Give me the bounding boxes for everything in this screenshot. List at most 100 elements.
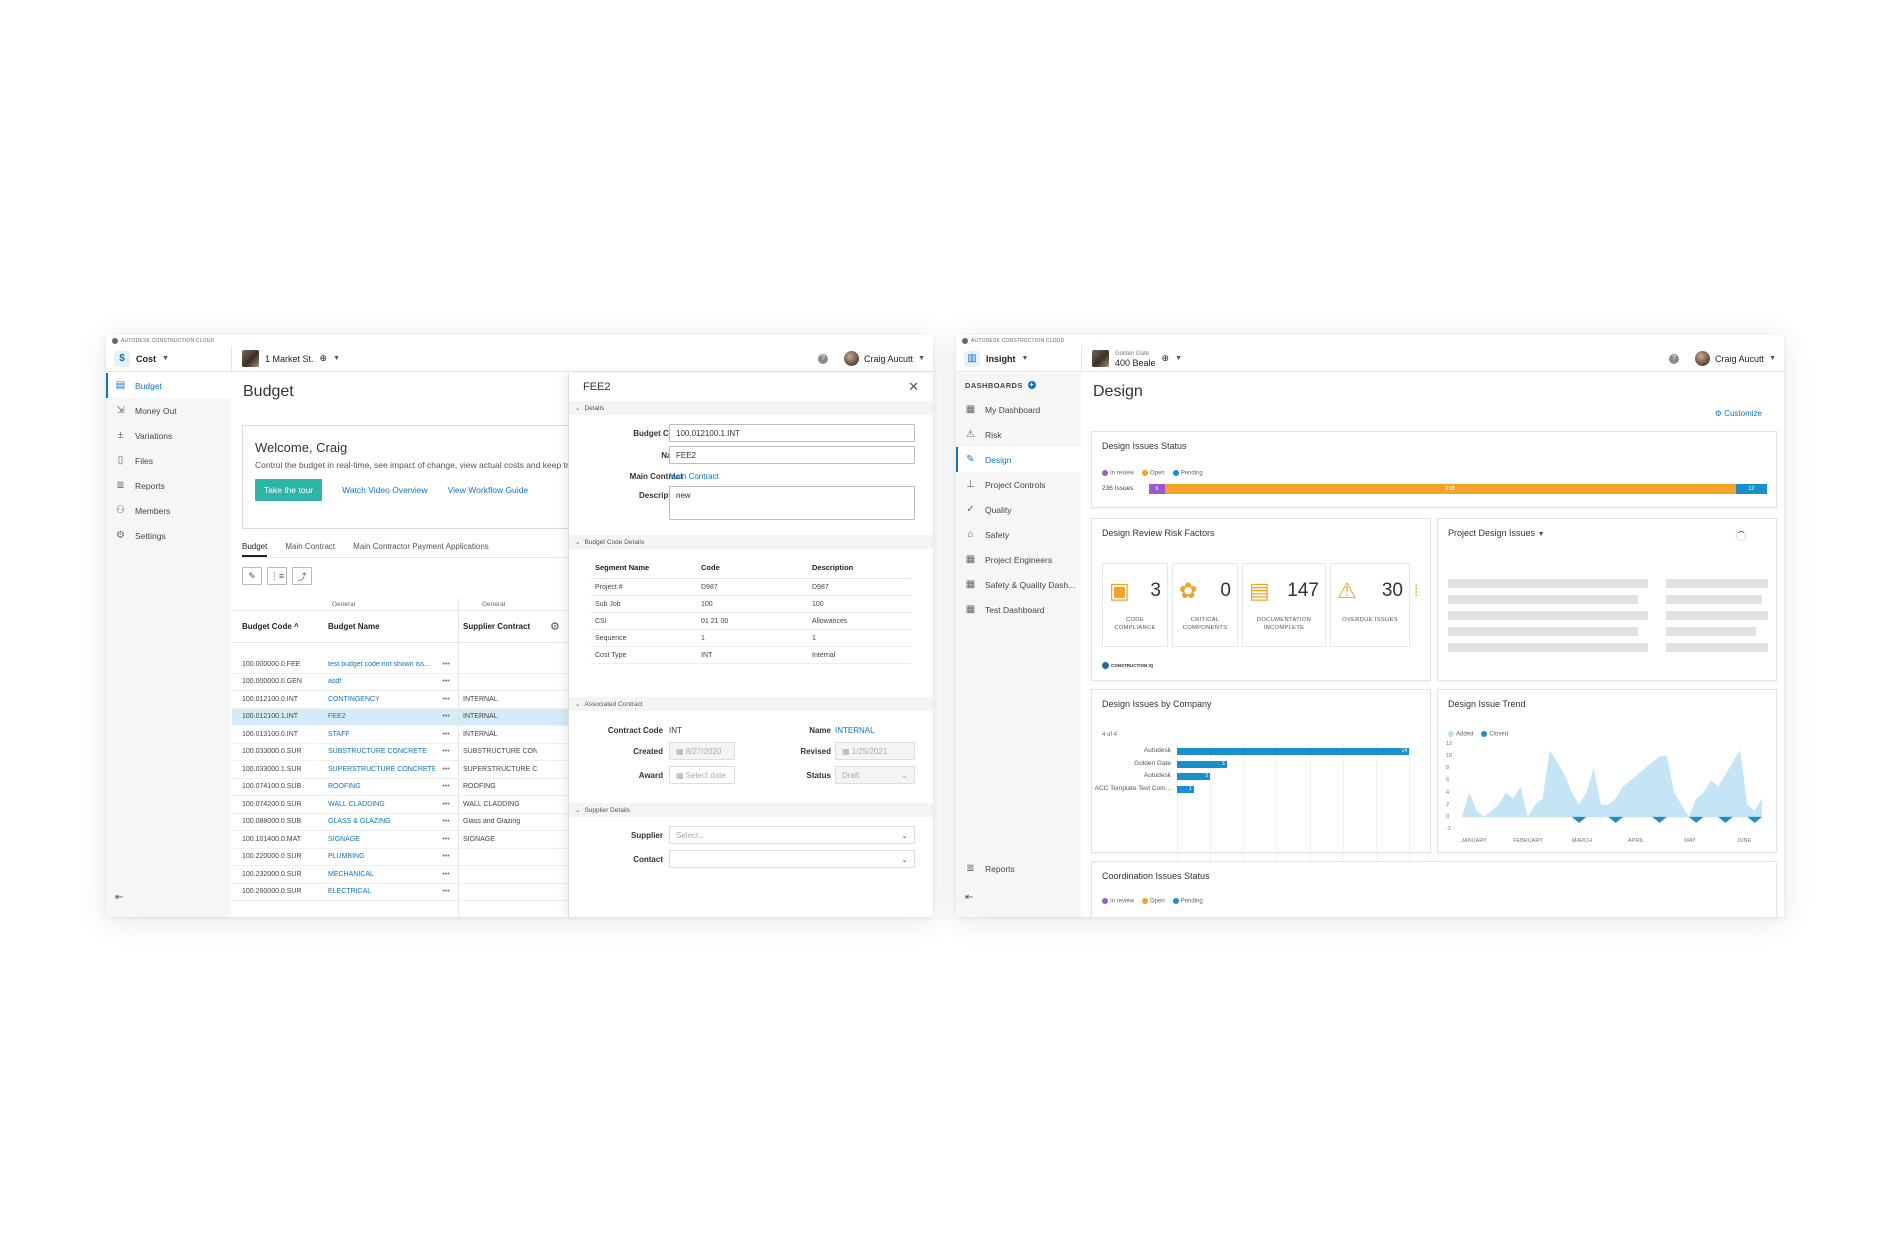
- sidebar-item-quality[interactable]: ✓ Quality: [966, 504, 1012, 515]
- app-switcher[interactable]: ▥ Insight ▼: [956, 346, 1081, 371]
- row-menu-icon[interactable]: •••: [442, 800, 450, 808]
- sidebar-item-money-out[interactable]: ⇲ Money Out: [116, 405, 177, 416]
- status-segment-open[interactable]: 218: [1164, 484, 1736, 494]
- table-row[interactable]: 100.013100.0.INT STAFF ••• INTERNAL: [232, 726, 572, 744]
- tab-main-contract[interactable]: Main Contract: [285, 542, 336, 551]
- budget-name-link[interactable]: SUPERSTRUCTURE CONCRETE: [328, 765, 435, 773]
- table-row[interactable]: 100.000000.0.FEE test budget code not sho…: [232, 656, 572, 674]
- card-title[interactable]: Project Design Issues ▼: [1448, 528, 1545, 538]
- status-select[interactable]: Draft ⌄: [835, 766, 915, 784]
- table-row[interactable]: 100.232000.0.SUR MECHANICAL •••: [232, 866, 572, 884]
- collapse-sidebar-icon[interactable]: ⇤: [115, 892, 124, 903]
- description-field[interactable]: new: [669, 486, 915, 520]
- award-date-field[interactable]: ▦ Select date: [669, 766, 735, 784]
- watch-video-link[interactable]: Watch Video Overview: [342, 485, 428, 495]
- company-bar[interactable]: 14: [1177, 748, 1409, 755]
- status-segment-pending[interactable]: 12: [1735, 484, 1767, 494]
- project-selector[interactable]: 1 Market St. ⊕ ▼: [231, 346, 340, 371]
- contract-name-link[interactable]: INTERNAL: [835, 726, 875, 735]
- budget-name-link[interactable]: STAFF: [328, 730, 350, 738]
- status-segment-in-review[interactable]: 6: [1149, 484, 1165, 494]
- sidebar-item-files[interactable]: ▯ Files: [106, 448, 231, 473]
- add-dashboard-icon[interactable]: +: [1027, 381, 1036, 389]
- budget-name-link[interactable]: ROOFING: [328, 783, 361, 791]
- table-row[interactable]: 100.033000.1.SUR SUPERSTRUCTURE CONCRETE •…: [232, 761, 572, 779]
- table-row[interactable]: 100.074200.0.SUR WALL CLADDING ••• WALL CLA…: [232, 796, 572, 814]
- company-bar[interactable]: 1: [1177, 785, 1194, 793]
- table-row[interactable]: 100.088000.0.SUB GLASS & GLAZING ••• Glass …: [232, 814, 572, 831]
- budget-code-field[interactable]: 100.012100.1.INT: [669, 424, 915, 442]
- user-menu[interactable]: Craig Aucutt ▼: [1695, 351, 1784, 366]
- row-menu-icon[interactable]: •••: [442, 678, 450, 686]
- budget-name-link[interactable]: CONTINGENCY: [328, 695, 380, 703]
- sidebar-item-safety-quality[interactable]: ▦ Safety & Quality Dash...: [965, 579, 1076, 590]
- tab-payment-applications[interactable]: Main Contractor Payment Applications: [353, 542, 489, 551]
- budget-name-link[interactable]: SUBSTRUCTURE CONCRETE: [328, 748, 427, 756]
- col-budget-code[interactable]: Budget Code ^: [242, 622, 299, 631]
- sidebar-item-test-dashboard[interactable]: ▦ Test Dashboard: [965, 604, 1045, 615]
- sidebar-item-reports[interactable]: ≣ Reports: [116, 480, 165, 491]
- row-menu-icon[interactable]: •••: [442, 783, 450, 791]
- row-menu-icon[interactable]: •••: [442, 713, 450, 721]
- sidebar-item-budget[interactable]: ▤ Budget: [106, 373, 231, 398]
- sidebar-item-my-dashboard[interactable]: ▦ My Dashboard: [965, 404, 1041, 415]
- edit-icon[interactable]: ✎: [242, 567, 262, 585]
- app-switcher[interactable]: $ Cost ▼: [106, 346, 231, 371]
- section-budget-code-details[interactable]: ⌄ Budget Code Details: [569, 535, 933, 549]
- name-field[interactable]: FEE2: [669, 446, 915, 464]
- table-row[interactable]: 100.101400.0.MAT SIGNAGE ••• SIGNAGE: [232, 831, 572, 849]
- main-contract-link[interactable]: Main Contract: [669, 472, 719, 481]
- col-supplier-contract[interactable]: Supplier Contract: [463, 622, 531, 631]
- added-area[interactable]: [1462, 750, 1762, 817]
- budget-name-link[interactable]: PLUMBING: [328, 853, 365, 861]
- budget-name-link[interactable]: asdf: [328, 678, 342, 686]
- budget-name-link[interactable]: WALL CLADDING: [328, 800, 385, 808]
- row-menu-icon[interactable]: •••: [442, 660, 450, 668]
- col-budget-name[interactable]: Budget Name: [328, 622, 380, 631]
- table-row[interactable]: 100.260000.0.SUR ELECTRICAL •••: [232, 884, 572, 901]
- table-row[interactable]: 100.033000.0.SUR SUBSTRUCTURE CONCRETE •••…: [232, 744, 572, 761]
- budget-name-link[interactable]: MECHANICAL: [328, 870, 374, 878]
- sidebar-item-reports[interactable]: ≣ Reports: [966, 863, 1015, 874]
- section-details[interactable]: ⌄ Details: [569, 401, 933, 415]
- sidebar-item-design[interactable]: ✎ Design: [956, 447, 1081, 472]
- next-tile-icon[interactable]: ⁞: [1414, 583, 1419, 600]
- budget-name-link[interactable]: ELECTRICAL: [328, 888, 372, 896]
- row-menu-icon[interactable]: •••: [442, 730, 450, 738]
- sidebar-item-safety[interactable]: ⌂ Safety: [956, 522, 1081, 547]
- budget-name-link[interactable]: GLASS & GLAZING: [328, 818, 391, 826]
- gear-icon[interactable]: ⚙: [550, 621, 560, 633]
- tab-budget[interactable]: Budget: [242, 542, 268, 557]
- risk-tile-overdue[interactable]: ⚠ 30 OVERDUE ISSUES: [1330, 563, 1410, 647]
- contact-select[interactable]: ⌄: [669, 850, 915, 868]
- row-menu-icon[interactable]: •••: [442, 870, 450, 878]
- company-bar[interactable]: 3: [1177, 760, 1227, 768]
- row-menu-icon[interactable]: •••: [442, 765, 450, 773]
- table-row[interactable]: 100.074100.0.SUB ROOFING ••• ROOFING: [232, 779, 572, 796]
- table-row[interactable]: 100.012100.0.INT CONTINGENCY ••• INTERNAL: [232, 691, 572, 709]
- company-bar[interactable]: 2: [1177, 773, 1211, 780]
- row-menu-icon[interactable]: •••: [442, 835, 450, 843]
- table-row[interactable]: 100.220000.0.SUR PLUMBING •••: [232, 849, 572, 866]
- table-row[interactable]: 100.012100.1.INT FEE2 ••• INTERNAL: [232, 708, 572, 726]
- help-icon[interactable]: ?: [818, 353, 829, 364]
- sidebar-item-members[interactable]: ⚇ Members: [116, 505, 171, 516]
- supplier-select[interactable]: Select... ⌄: [669, 826, 915, 844]
- take-tour-button[interactable]: Take the tour: [255, 479, 323, 501]
- sidebar-item-project-controls[interactable]: ⊥ Project Controls: [966, 479, 1046, 490]
- risk-tile-critical-components[interactable]: ✿ 0 CRITICAL COMPONENTS: [1172, 563, 1238, 647]
- help-icon[interactable]: ?: [1669, 353, 1680, 364]
- budget-name-link[interactable]: SIGNAGE: [328, 835, 360, 843]
- row-menu-icon[interactable]: •••: [442, 853, 450, 861]
- sidebar-item-settings[interactable]: ⚙ Settings: [116, 530, 166, 541]
- workflow-guide-link[interactable]: View Workflow Guide: [447, 485, 529, 495]
- budget-name-link[interactable]: test budget code not shown iss...: [328, 660, 430, 668]
- sidebar-item-risk[interactable]: ⚠ Risk: [966, 429, 1002, 440]
- sidebar-item-variations[interactable]: ± Variations: [106, 423, 231, 448]
- closed-area[interactable]: [1462, 816, 1762, 823]
- collapse-sidebar-icon[interactable]: ⇤: [965, 892, 974, 903]
- chart-icon[interactable]: ⤴: [292, 567, 312, 585]
- table-row[interactable]: 100.000000.0.GEN asdf •••: [232, 674, 572, 691]
- status-stacked-bar[interactable]: 6 218 12: [1149, 484, 1767, 494]
- project-selector[interactable]: Golden Gate 400 Beale ⊕ ▼: [1081, 346, 1182, 371]
